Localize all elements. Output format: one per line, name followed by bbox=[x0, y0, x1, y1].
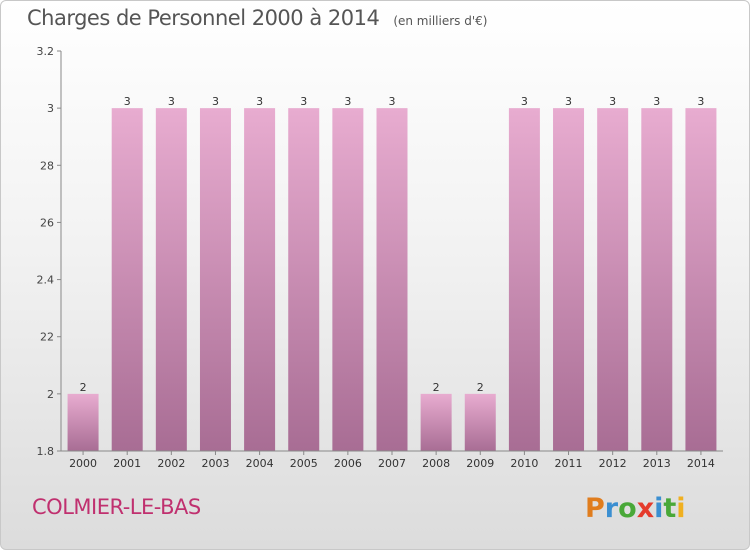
logo-letter: i bbox=[676, 493, 685, 524]
logo-letter: P bbox=[585, 493, 605, 524]
logo-letter: x bbox=[637, 493, 654, 524]
proxiti-logo: Proxiti bbox=[585, 493, 686, 524]
x-tick-label: 2010 bbox=[510, 457, 538, 470]
bar bbox=[67, 393, 99, 451]
x-tick-label: 2000 bbox=[69, 457, 97, 470]
x-tick-label: 2007 bbox=[378, 457, 406, 470]
bar bbox=[464, 393, 496, 451]
bar-value-label: 3 bbox=[389, 95, 396, 108]
logo-letter: o bbox=[618, 493, 637, 524]
x-tick-label: 2014 bbox=[687, 457, 715, 470]
bar bbox=[685, 108, 717, 452]
logo-letter: t bbox=[663, 493, 676, 524]
commune-name: COLMIER-LE-BAS bbox=[32, 495, 201, 519]
bar-value-label: 3 bbox=[565, 95, 572, 108]
x-tick-label: 2003 bbox=[201, 457, 229, 470]
bar-value-label: 3 bbox=[168, 95, 175, 108]
chart-title: Charges de Personnel 2000 à 2014 (en mill… bbox=[27, 6, 487, 30]
bar-value-label: 3 bbox=[256, 95, 263, 108]
bar bbox=[288, 108, 320, 452]
bar bbox=[641, 108, 673, 452]
bar bbox=[508, 108, 540, 452]
x-tick-label: 2002 bbox=[157, 457, 185, 470]
bar bbox=[553, 108, 585, 452]
y-tick-label: 1.8 bbox=[37, 445, 55, 458]
y-tick-label: 2.4 bbox=[37, 274, 55, 287]
bar-value-label: 2 bbox=[433, 381, 440, 394]
bar-value-label: 2 bbox=[477, 381, 484, 394]
bar-value-label: 3 bbox=[344, 95, 351, 108]
y-tick-label: 2 bbox=[47, 388, 54, 401]
bar bbox=[332, 108, 364, 452]
logo-letter: r bbox=[605, 493, 619, 524]
bar-value-label: 3 bbox=[300, 95, 307, 108]
bar bbox=[199, 108, 231, 452]
bar-value-label: 3 bbox=[653, 95, 660, 108]
y-tick-label: 26 bbox=[40, 216, 54, 229]
logo-letter: i bbox=[654, 493, 663, 524]
bar bbox=[244, 108, 276, 452]
x-tick-label: 2009 bbox=[466, 457, 494, 470]
y-tick-label: 22 bbox=[40, 331, 54, 344]
bar bbox=[155, 108, 187, 452]
x-tick-label: 2006 bbox=[334, 457, 362, 470]
chart-subtitle: (en milliers d'€) bbox=[393, 14, 488, 28]
x-tick-label: 2013 bbox=[643, 457, 671, 470]
bar-value-label: 3 bbox=[697, 95, 704, 108]
x-tick-label: 2004 bbox=[246, 457, 274, 470]
y-tick-label: 3.2 bbox=[37, 45, 55, 58]
x-tick-label: 2011 bbox=[555, 457, 583, 470]
bar-value-label: 3 bbox=[124, 95, 131, 108]
x-tick-label: 2001 bbox=[113, 457, 141, 470]
x-tick-label: 2008 bbox=[422, 457, 450, 470]
bar bbox=[420, 393, 452, 451]
y-tick-label: 28 bbox=[40, 159, 54, 172]
bar bbox=[376, 108, 408, 452]
x-tick-label: 2005 bbox=[290, 457, 318, 470]
svg-text:Proxiti: Proxiti bbox=[585, 493, 686, 524]
chart-title-text: Charges de Personnel 2000 à 2014 bbox=[27, 6, 380, 30]
bar bbox=[111, 108, 143, 452]
x-tick-label: 2012 bbox=[599, 457, 627, 470]
bar-value-label: 3 bbox=[212, 95, 219, 108]
bar-value-label: 3 bbox=[521, 95, 528, 108]
bar-value-label: 2 bbox=[80, 381, 87, 394]
bars-layer: 2 3 3 3 3 3 3 3 2 2 3 3 3 3 3 bbox=[67, 95, 717, 452]
bar bbox=[597, 108, 629, 452]
y-tick-label: 3 bbox=[47, 102, 54, 115]
bar-value-label: 3 bbox=[609, 95, 616, 108]
